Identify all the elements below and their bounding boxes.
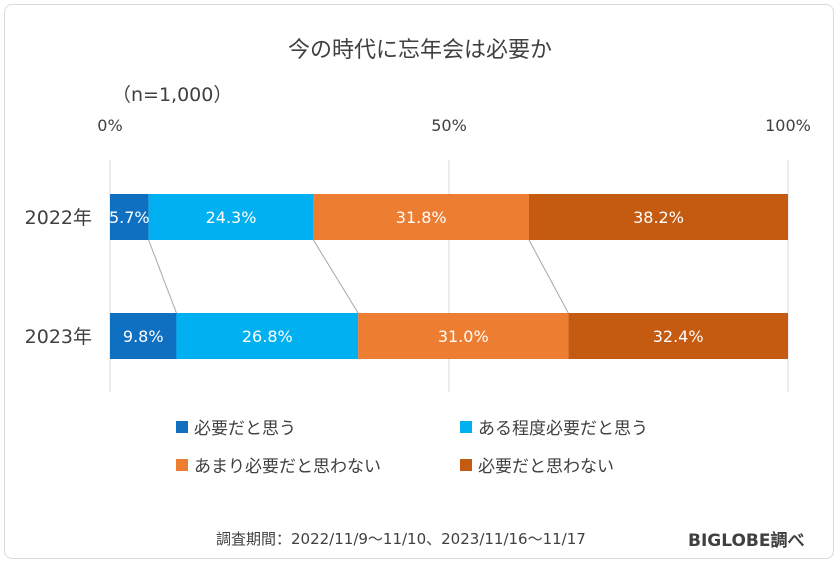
- data-label-1-2: 31.0%: [438, 327, 489, 346]
- series-connector-3: [528, 239, 569, 314]
- data-label-0-0: 5.7%: [109, 208, 150, 227]
- data-label-0-3: 38.2%: [633, 208, 684, 227]
- bar-0-3: [529, 194, 788, 240]
- series-connector-2: [312, 239, 359, 314]
- source-brand: BIGLOBE調べ: [688, 531, 805, 551]
- x-tick-label-1: 50%: [431, 116, 467, 135]
- bar-1-3: [568, 313, 788, 359]
- legend-item-0: 必要だと思う: [176, 414, 296, 439]
- data-label-1-3: 32.4%: [653, 327, 704, 346]
- chart-title: 今の時代に忘年会は必要か: [287, 38, 552, 63]
- legend-label-3: 必要だと思わない: [478, 457, 614, 477]
- bar-0-1: [148, 194, 314, 240]
- legend-label-0: 必要だと思う: [194, 419, 296, 439]
- legend-label-2: あまり必要だと思わない: [194, 457, 381, 477]
- series-connector-1: [148, 239, 177, 314]
- legend-item-3: 必要だと思わない: [460, 452, 614, 477]
- x-tick-label-0: 0%: [97, 116, 122, 135]
- chart-frame: [4, 4, 834, 559]
- category-label-1: 2023年: [25, 326, 92, 348]
- data-label-0-1: 24.3%: [206, 208, 257, 227]
- data-label-1-1: 26.8%: [242, 327, 293, 346]
- bar-1-2: [358, 313, 569, 359]
- data-label-0-2: 31.8%: [396, 208, 447, 227]
- legend-swatch-2: [176, 458, 188, 471]
- legend-item-1: ある程度必要だと思う: [460, 414, 648, 439]
- survey-period: 調査期間：2022/11/9～11/10、2023/11/16～11/17: [216, 530, 586, 548]
- x-tick-label-2: 100%: [765, 116, 811, 135]
- legend-label-1: ある程度必要だと思う: [478, 419, 648, 439]
- bar-0-0: [110, 194, 149, 240]
- bar-1-1: [176, 313, 359, 359]
- legend-swatch-1: [460, 420, 472, 433]
- data-label-1-0: 9.8%: [123, 327, 164, 346]
- bar-1-0: [110, 313, 177, 359]
- sample-size-note: （n=1,000）: [112, 84, 233, 106]
- bar-0-2: [313, 194, 530, 240]
- legend-swatch-0: [176, 420, 188, 433]
- legend-item-2: あまり必要だと思わない: [176, 452, 381, 477]
- legend-swatch-3: [460, 458, 472, 471]
- category-label-0: 2022年: [25, 207, 92, 229]
